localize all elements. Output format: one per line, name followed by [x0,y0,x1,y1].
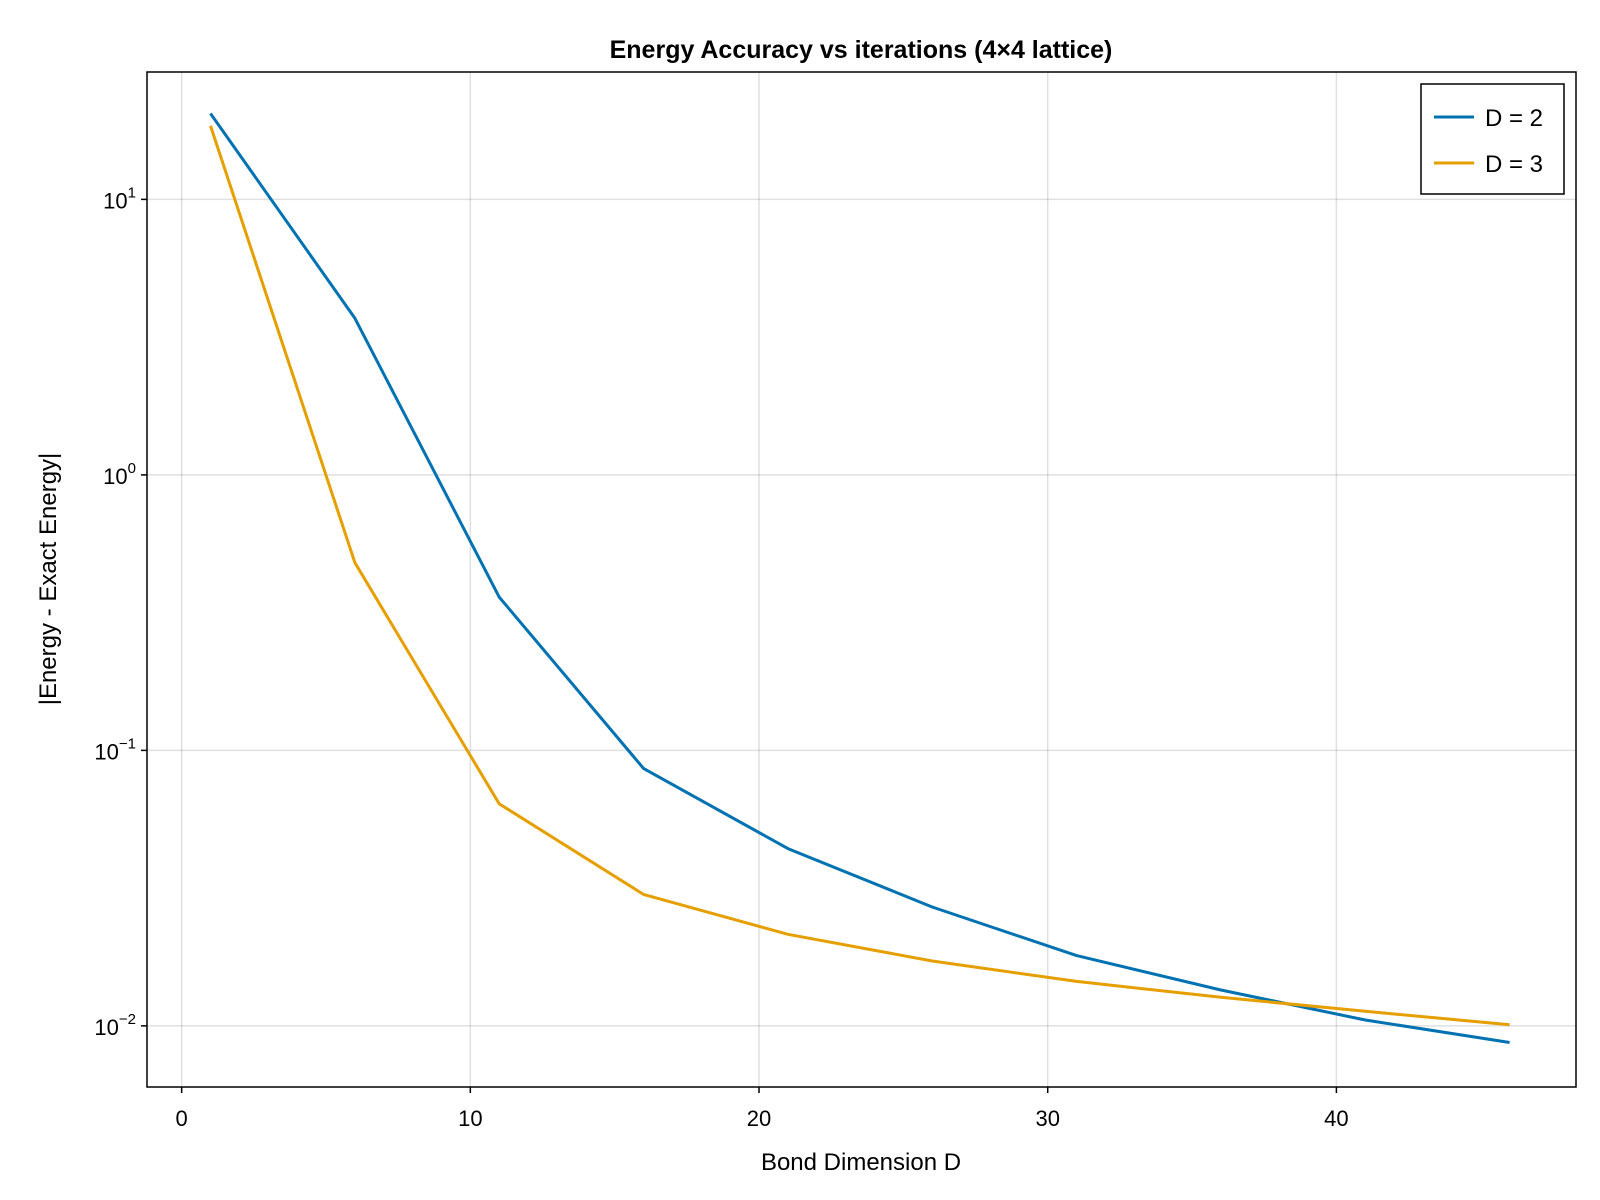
y-tick-label: 10−1 [94,735,136,764]
y-tick-base: 10 [94,1015,118,1040]
y-axis-label: |Energy - Exact Energy| [35,453,62,706]
x-tick-label: 20 [747,1106,771,1131]
chart-title: Energy Accuracy vs iterations (4×4 latti… [610,36,1113,64]
series-line-1 [209,112,1510,1044]
series-lines [209,112,1510,1044]
y-tick-exponent: −1 [119,735,136,752]
x-tick-label: 30 [1035,1106,1059,1131]
y-tick-exponent: −2 [119,1011,136,1028]
y-tick-base: 10 [94,739,118,764]
series-line-2 [209,125,1510,1027]
y-tick-exponent: 0 [128,460,136,477]
legend-box [1420,83,1565,195]
y-tick-label: 100 [103,460,136,489]
y-tick-exponent: 1 [128,184,136,201]
plot-frame [146,71,1577,1088]
y-tick-label: 101 [103,184,136,213]
x-tick-labels: 0 10 20 30 40 [176,1087,1349,1131]
legend: D = 2 D = 3 [1420,83,1565,195]
x-tick-label: 10 [458,1106,482,1131]
legend-label-1: D = 2 [1485,105,1543,132]
y-tick-label: 10−2 [94,1011,136,1040]
legend-label-2: D = 3 [1485,151,1543,178]
x-tick-label: 40 [1324,1106,1348,1131]
grid [147,72,1576,1087]
x-tick-label: 0 [176,1106,188,1131]
y-tick-base: 10 [103,464,127,489]
y-tick-base: 10 [103,188,127,213]
x-axis-label: Bond Dimension D [761,1149,961,1176]
